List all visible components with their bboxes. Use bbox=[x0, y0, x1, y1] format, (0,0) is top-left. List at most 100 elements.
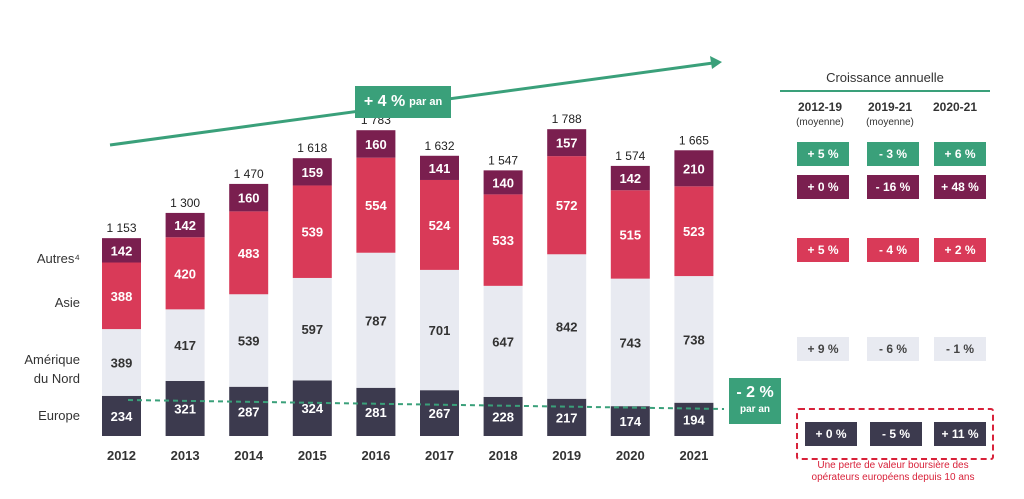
total-label: 1 470 bbox=[234, 167, 264, 181]
data-label: 217 bbox=[556, 410, 578, 425]
data-label: 787 bbox=[365, 313, 387, 328]
bar-segment-europe bbox=[356, 387, 396, 436]
legend-entry: du Nord bbox=[34, 371, 80, 386]
data-label: 142 bbox=[174, 218, 196, 233]
europe-trend-badge: - 2 % par an bbox=[729, 378, 781, 424]
bar-segment-autres- bbox=[610, 165, 650, 191]
column-header-label: 2020-21 bbox=[932, 100, 978, 114]
data-label: 321 bbox=[174, 401, 196, 416]
bar-segment-europe bbox=[547, 398, 587, 436]
europe-note: Une perte de valeur boursière des opérat… bbox=[792, 460, 994, 484]
column-header-sub: (moyenne) bbox=[796, 117, 844, 128]
x-tick-label: 2019 bbox=[552, 448, 581, 463]
bar-segment-europe bbox=[229, 386, 269, 436]
bar-segment-am-rique-du-nord bbox=[229, 294, 269, 387]
bar-segment-autres- bbox=[165, 212, 205, 238]
total-label: 1 300 bbox=[170, 196, 200, 210]
bar-segment-am-rique-du-nord bbox=[102, 329, 141, 396]
data-label: 388 bbox=[111, 289, 133, 304]
bar-segment-am-rique-du-nord bbox=[356, 252, 396, 388]
bar-segment-am-rique-du-nord bbox=[420, 269, 459, 391]
bar-segment-asie bbox=[610, 190, 650, 279]
x-tick-label: 2020 bbox=[616, 448, 645, 463]
total-label: 1 665 bbox=[679, 133, 709, 147]
bar-segment-asie bbox=[292, 185, 332, 278]
bar-segment-europe bbox=[102, 395, 141, 436]
growth-cell: - 6 % bbox=[867, 337, 919, 361]
data-label: 417 bbox=[174, 338, 196, 353]
data-label: 523 bbox=[683, 224, 705, 239]
x-tick-label: 2013 bbox=[171, 448, 200, 463]
bar-segment-asie bbox=[547, 156, 587, 255]
bar-segment-asie bbox=[165, 237, 205, 310]
data-label: 142 bbox=[619, 171, 641, 186]
growth-cell: - 3 % bbox=[867, 142, 919, 166]
bar-segment-asie bbox=[356, 157, 396, 253]
bar-segment-autres- bbox=[356, 130, 396, 158]
growth-cell: + 0 % bbox=[805, 422, 857, 446]
data-label: 267 bbox=[429, 406, 451, 421]
legend-entry: Amérique bbox=[24, 352, 80, 367]
europe-trend-suffix: par an bbox=[739, 404, 770, 415]
data-label: 228 bbox=[492, 409, 514, 424]
data-label: 539 bbox=[301, 225, 323, 240]
x-tick-label: 2012 bbox=[107, 448, 136, 463]
bar-segment-europe bbox=[483, 396, 523, 436]
data-label: 554 bbox=[365, 198, 387, 213]
growth-cell: - 16 % bbox=[867, 175, 919, 199]
legend-entry: Europe bbox=[38, 408, 80, 423]
growth-cell: + 48 % bbox=[934, 175, 986, 199]
bar-segment-am-rique-du-nord bbox=[547, 254, 587, 399]
europe-highlight-box bbox=[796, 408, 994, 460]
bar-segment-autres- bbox=[292, 158, 332, 186]
data-label: 701 bbox=[429, 323, 451, 338]
bar-segment-am-rique-du-nord bbox=[610, 278, 650, 407]
data-label: 194 bbox=[683, 412, 705, 427]
europe-trend-value: - 2 % bbox=[736, 384, 774, 401]
growth-badge: + 4 % par an bbox=[355, 86, 451, 118]
column-header-2012-19: 2012-19 (moyenne) bbox=[785, 100, 855, 130]
growth-table: Croissance annuelle 2012-19 (moyenne) 20… bbox=[780, 60, 994, 490]
data-label: 647 bbox=[492, 334, 514, 349]
column-header-2020-21: 2020-21 bbox=[920, 100, 990, 115]
x-tick-label: 2016 bbox=[361, 448, 390, 463]
data-label: 160 bbox=[365, 137, 387, 152]
data-label: 141 bbox=[429, 161, 451, 176]
data-label: 483 bbox=[238, 246, 260, 261]
total-label: 1 153 bbox=[106, 221, 136, 235]
growth-cell: + 6 % bbox=[934, 142, 986, 166]
data-label: 389 bbox=[111, 355, 133, 370]
bar-segment-europe bbox=[420, 390, 459, 436]
bar-segment-europe bbox=[292, 380, 332, 436]
bar-segment-am-rique-du-nord bbox=[674, 276, 714, 403]
data-label: 140 bbox=[492, 175, 514, 190]
bar-segment-autres- bbox=[483, 170, 523, 195]
data-label: 287 bbox=[238, 404, 260, 419]
bar-segment-autres- bbox=[229, 183, 269, 212]
data-label: 524 bbox=[429, 218, 451, 233]
data-label: 597 bbox=[301, 322, 323, 337]
bar-segment-asie bbox=[420, 179, 459, 270]
bar-segment-am-rique-du-nord bbox=[165, 309, 205, 381]
column-header-2019-21: 2019-21 (moyenne) bbox=[855, 100, 925, 130]
data-label: 743 bbox=[619, 335, 641, 350]
column-header-sub: (moyenne) bbox=[866, 117, 914, 128]
growth-cell: + 9 % bbox=[797, 337, 849, 361]
growth-badge-value: + 4 % bbox=[363, 93, 406, 110]
total-label: 1 574 bbox=[615, 149, 645, 163]
data-label: 533 bbox=[492, 233, 514, 248]
data-label: 142 bbox=[111, 243, 133, 258]
data-label: 515 bbox=[619, 227, 641, 242]
bar-segment-asie bbox=[229, 211, 269, 295]
data-label: 281 bbox=[365, 405, 387, 420]
growth-cell: + 0 % bbox=[797, 175, 849, 199]
bar-segment-asie bbox=[483, 194, 523, 286]
x-tick-label: 2015 bbox=[298, 448, 327, 463]
growth-cell: + 2 % bbox=[934, 238, 986, 262]
growth-cell: + 5 % bbox=[797, 142, 849, 166]
bar-segment-autres- bbox=[102, 238, 141, 263]
bar-segment-autres- bbox=[674, 150, 714, 187]
data-label: 157 bbox=[556, 136, 578, 151]
total-label: 1 632 bbox=[424, 139, 454, 153]
